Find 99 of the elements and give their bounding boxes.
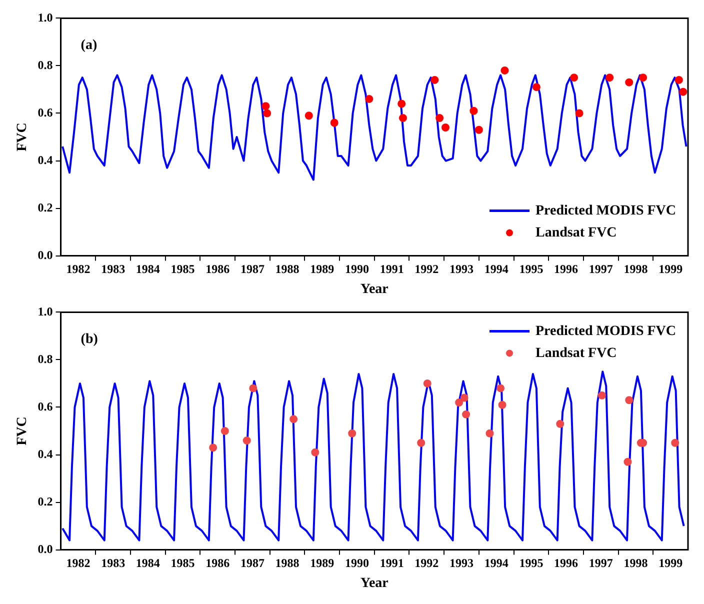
point <box>462 410 470 418</box>
x-tick-label: 1983 <box>101 262 126 276</box>
y-tick-label: 0.8 <box>38 352 53 366</box>
point <box>570 74 578 82</box>
point <box>436 114 444 122</box>
point <box>679 88 688 96</box>
x-tick-label: 1986 <box>206 262 230 276</box>
point <box>474 126 483 134</box>
point <box>625 78 634 86</box>
x-tick-label: 1985 <box>170 556 195 570</box>
point <box>398 100 406 108</box>
x-tick-label: 1993 <box>450 556 474 570</box>
point <box>624 458 632 466</box>
x-tick-label: 1999 <box>658 556 683 570</box>
x-tick-label: 1989 <box>310 556 334 570</box>
y-axis-title: FVC <box>15 122 30 152</box>
point <box>304 112 313 120</box>
point <box>486 429 494 438</box>
point <box>263 109 272 118</box>
point <box>311 448 320 456</box>
point <box>220 427 229 435</box>
x-tick-label: 1995 <box>519 556 544 570</box>
y-tick-label: 0.8 <box>38 58 53 72</box>
x-tick-label: 1982 <box>66 262 90 276</box>
point <box>398 114 407 122</box>
legend-label: Predicted MODIS FVC <box>536 324 676 339</box>
x-tick-label: 1999 <box>658 262 683 276</box>
point <box>330 118 338 127</box>
y-tick-label: 0.0 <box>38 248 53 262</box>
x-tick-label: 1997 <box>588 556 613 570</box>
x-tick-label: 1992 <box>414 556 439 570</box>
x-tick-label: 1998 <box>624 262 648 276</box>
y-tick-label: 0.6 <box>38 399 53 414</box>
x-tick-label: 1983 <box>101 556 126 570</box>
x-tick-label: 1994 <box>484 556 508 570</box>
point <box>496 384 505 392</box>
point <box>348 429 356 438</box>
point <box>290 415 298 424</box>
y-tick-label: 1.0 <box>38 304 53 318</box>
point <box>417 438 426 447</box>
point <box>639 74 648 82</box>
point <box>674 76 683 84</box>
x-tick-label: 1991 <box>380 262 404 276</box>
point <box>455 398 464 406</box>
point <box>209 444 218 452</box>
legend-label: Predicted MODIS FVC <box>536 203 676 218</box>
annotation: (a) <box>80 38 98 53</box>
point <box>498 400 506 409</box>
x-axis-title: Year <box>360 282 388 298</box>
x-tick-label: 1988 <box>275 262 300 276</box>
point <box>262 102 270 110</box>
x-tick-label: 1992 <box>414 262 439 276</box>
legend-label: Landsat FVC <box>536 346 617 361</box>
x-tick-label: 1984 <box>136 262 160 276</box>
point <box>556 420 564 428</box>
x-tick-label: 1990 <box>344 262 369 276</box>
x-tick-label: 1985 <box>170 262 195 276</box>
point <box>365 94 374 103</box>
point <box>470 106 478 115</box>
point <box>441 123 450 132</box>
x-tick-label: 1989 <box>310 262 334 276</box>
x-tick-label: 1994 <box>484 262 508 276</box>
x-tick-label: 1991 <box>380 556 404 570</box>
y-axis-title: FVC <box>15 416 30 446</box>
y-tick-label: 0.6 <box>38 105 53 120</box>
point <box>625 396 634 404</box>
x-tick-label: 1993 <box>450 262 474 276</box>
y-tick-label: 0.0 <box>38 542 53 556</box>
x-tick-label: 1996 <box>554 556 578 570</box>
x-tick-label: 1987 <box>240 262 264 276</box>
y-tick-label: 1.0 <box>38 10 53 24</box>
point <box>430 76 439 84</box>
x-tick-label: 1995 <box>519 262 544 276</box>
point <box>460 394 468 402</box>
x-tick-label: 1990 <box>344 556 369 570</box>
y-tick-label: 0.2 <box>38 200 53 214</box>
x-tick-label: 1987 <box>240 556 264 570</box>
x-tick-label: 1984 <box>136 556 160 570</box>
x-axis-title: Year <box>360 576 388 592</box>
x-tick-label: 1988 <box>275 556 300 570</box>
x-tick-label: 1986 <box>206 556 230 570</box>
x-tick-label: 1996 <box>554 262 578 276</box>
point <box>500 66 509 74</box>
x-tick-label: 1998 <box>624 556 648 570</box>
point <box>671 438 680 447</box>
annotation: (b) <box>80 332 98 347</box>
legend-label: Landsat FVC <box>536 225 617 240</box>
x-tick-label: 1997 <box>588 262 613 276</box>
point <box>242 436 251 445</box>
y-tick-label: 0.4 <box>38 446 53 461</box>
point <box>606 74 614 82</box>
point <box>532 83 540 92</box>
point <box>598 391 606 400</box>
x-tick-label: 1982 <box>66 556 90 570</box>
y-tick-label: 0.4 <box>38 152 53 167</box>
point <box>249 384 258 392</box>
point <box>575 109 584 118</box>
point <box>423 379 432 388</box>
y-tick-label: 0.2 <box>38 494 53 508</box>
